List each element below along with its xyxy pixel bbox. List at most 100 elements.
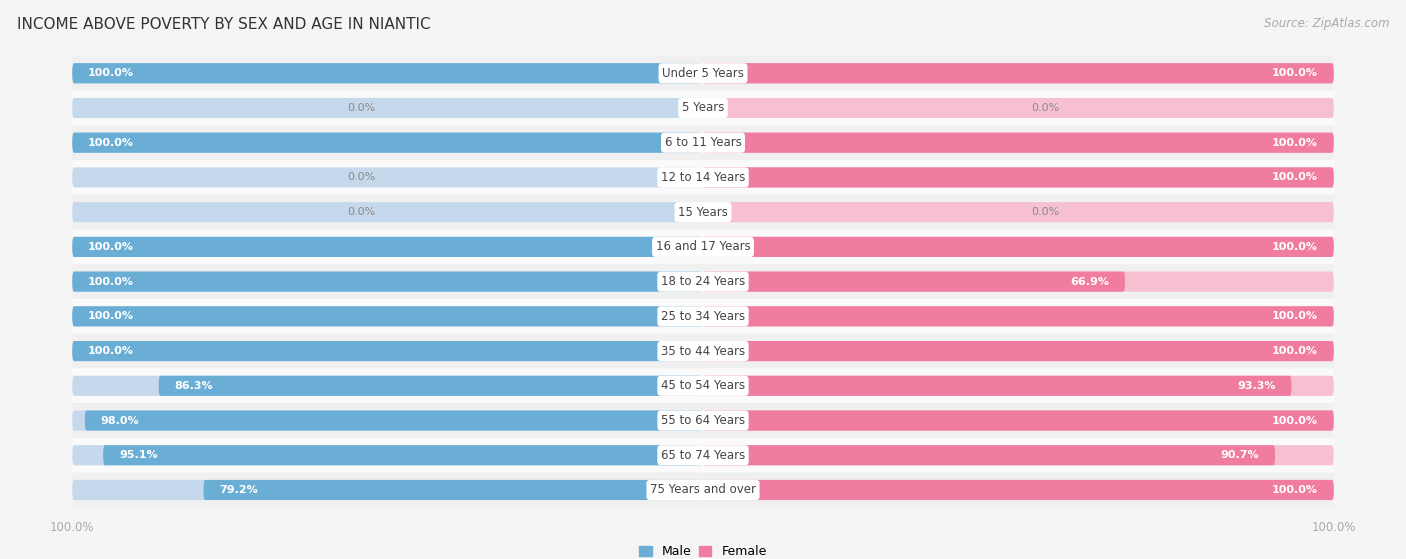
FancyBboxPatch shape [72,132,703,153]
FancyBboxPatch shape [103,445,703,465]
Text: 35 to 44 Years: 35 to 44 Years [661,344,745,358]
FancyBboxPatch shape [72,272,703,292]
FancyBboxPatch shape [72,341,703,361]
FancyBboxPatch shape [72,299,1334,334]
Text: 18 to 24 Years: 18 to 24 Years [661,275,745,288]
FancyBboxPatch shape [72,56,1334,91]
FancyBboxPatch shape [72,445,703,465]
FancyBboxPatch shape [72,160,1334,195]
FancyBboxPatch shape [72,480,703,500]
Text: 100.0%: 100.0% [1272,415,1317,425]
Text: 0.0%: 0.0% [347,172,375,182]
Text: Under 5 Years: Under 5 Years [662,67,744,80]
FancyBboxPatch shape [72,98,703,118]
FancyBboxPatch shape [703,237,1334,257]
FancyBboxPatch shape [703,237,1334,257]
FancyBboxPatch shape [703,410,1334,430]
Text: 100.0%: 100.0% [1272,311,1317,321]
FancyBboxPatch shape [703,410,1334,430]
FancyBboxPatch shape [72,410,703,430]
Text: 0.0%: 0.0% [1031,103,1059,113]
FancyBboxPatch shape [72,202,703,222]
FancyBboxPatch shape [703,376,1292,396]
Text: 93.3%: 93.3% [1237,381,1275,391]
Text: 6 to 11 Years: 6 to 11 Years [665,136,741,149]
Text: 45 to 54 Years: 45 to 54 Years [661,380,745,392]
FancyBboxPatch shape [72,237,703,257]
FancyBboxPatch shape [703,445,1275,465]
FancyBboxPatch shape [72,230,1334,264]
FancyBboxPatch shape [72,306,703,326]
FancyBboxPatch shape [703,132,1334,153]
Text: 95.1%: 95.1% [120,450,157,460]
FancyBboxPatch shape [72,472,1334,508]
FancyBboxPatch shape [159,376,703,396]
Text: 100.0%: 100.0% [1272,68,1317,78]
Text: 15 Years: 15 Years [678,206,728,219]
FancyBboxPatch shape [72,368,1334,403]
FancyBboxPatch shape [703,480,1334,500]
Text: 0.0%: 0.0% [347,207,375,217]
Text: 100.0%: 100.0% [89,311,134,321]
FancyBboxPatch shape [72,341,703,361]
Text: 100.0%: 100.0% [89,242,134,252]
FancyBboxPatch shape [703,272,1334,292]
Text: 75 Years and over: 75 Years and over [650,484,756,496]
Text: 86.3%: 86.3% [174,381,214,391]
Text: 90.7%: 90.7% [1220,450,1260,460]
Text: 100.0%: 100.0% [89,277,134,287]
Text: 65 to 74 Years: 65 to 74 Years [661,449,745,462]
Text: 100.0%: 100.0% [1272,346,1317,356]
FancyBboxPatch shape [703,202,1334,222]
FancyBboxPatch shape [703,341,1334,361]
FancyBboxPatch shape [703,167,1334,187]
Text: 25 to 34 Years: 25 to 34 Years [661,310,745,323]
Text: 0.0%: 0.0% [347,103,375,113]
FancyBboxPatch shape [84,410,703,430]
FancyBboxPatch shape [703,306,1334,326]
Text: 100.0%: 100.0% [89,68,134,78]
Text: 100.0%: 100.0% [89,138,134,148]
Text: 100.0%: 100.0% [1272,172,1317,182]
FancyBboxPatch shape [703,306,1334,326]
FancyBboxPatch shape [72,125,1334,160]
FancyBboxPatch shape [204,480,703,500]
FancyBboxPatch shape [703,98,1334,118]
Legend: Male, Female: Male, Female [634,540,772,559]
FancyBboxPatch shape [703,132,1334,153]
Text: 12 to 14 Years: 12 to 14 Years [661,171,745,184]
FancyBboxPatch shape [703,480,1334,500]
Text: 5 Years: 5 Years [682,102,724,115]
Text: 100.0%: 100.0% [1272,242,1317,252]
Text: 98.0%: 98.0% [101,415,139,425]
FancyBboxPatch shape [703,63,1334,83]
Text: 100.0%: 100.0% [1272,138,1317,148]
FancyBboxPatch shape [72,376,703,396]
FancyBboxPatch shape [703,445,1334,465]
FancyBboxPatch shape [72,264,1334,299]
FancyBboxPatch shape [72,195,1334,230]
Text: 55 to 64 Years: 55 to 64 Years [661,414,745,427]
FancyBboxPatch shape [72,63,703,83]
FancyBboxPatch shape [72,91,1334,125]
Text: 66.9%: 66.9% [1070,277,1109,287]
FancyBboxPatch shape [72,438,1334,472]
FancyBboxPatch shape [72,403,1334,438]
Text: 16 and 17 Years: 16 and 17 Years [655,240,751,253]
FancyBboxPatch shape [703,376,1334,396]
FancyBboxPatch shape [72,334,1334,368]
FancyBboxPatch shape [703,63,1334,83]
Text: 0.0%: 0.0% [1031,207,1059,217]
FancyBboxPatch shape [72,237,703,257]
Text: 100.0%: 100.0% [1272,485,1317,495]
FancyBboxPatch shape [72,306,703,326]
Text: Source: ZipAtlas.com: Source: ZipAtlas.com [1264,17,1389,30]
Text: 100.0%: 100.0% [89,346,134,356]
FancyBboxPatch shape [72,63,703,83]
FancyBboxPatch shape [72,272,703,292]
FancyBboxPatch shape [703,272,1125,292]
FancyBboxPatch shape [703,167,1334,187]
Text: 79.2%: 79.2% [219,485,257,495]
FancyBboxPatch shape [72,167,703,187]
Text: INCOME ABOVE POVERTY BY SEX AND AGE IN NIANTIC: INCOME ABOVE POVERTY BY SEX AND AGE IN N… [17,17,430,32]
